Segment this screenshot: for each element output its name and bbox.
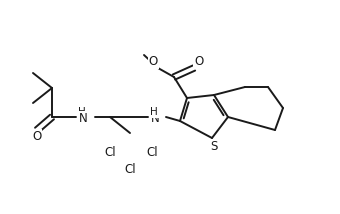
Text: Cl: Cl: [104, 147, 116, 159]
Text: H: H: [150, 107, 158, 117]
Text: O: O: [149, 55, 158, 68]
Text: H: H: [78, 107, 86, 117]
Text: O: O: [32, 130, 41, 143]
Text: N: N: [151, 111, 160, 125]
Text: N: N: [79, 111, 88, 125]
Text: Cl: Cl: [146, 147, 158, 159]
Text: S: S: [210, 140, 218, 153]
Text: O: O: [194, 55, 203, 68]
Text: Cl: Cl: [124, 163, 136, 176]
